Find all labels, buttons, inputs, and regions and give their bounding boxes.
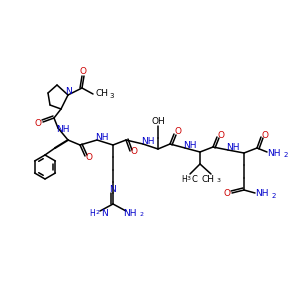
Text: OH: OH xyxy=(151,116,165,125)
Text: O: O xyxy=(218,130,224,140)
Text: 3: 3 xyxy=(217,178,221,184)
Text: 2: 2 xyxy=(272,193,276,199)
Text: NH: NH xyxy=(255,190,269,199)
Text: N: N xyxy=(66,86,72,95)
Text: NH: NH xyxy=(123,208,137,217)
Text: O: O xyxy=(34,118,41,127)
Text: O: O xyxy=(85,154,92,163)
Text: CH: CH xyxy=(202,175,214,184)
Text: NH: NH xyxy=(226,143,240,152)
Text: C: C xyxy=(191,175,197,184)
Text: NH: NH xyxy=(56,124,70,134)
Text: O: O xyxy=(262,130,268,140)
Text: H: H xyxy=(89,208,95,217)
Text: NH: NH xyxy=(267,148,281,158)
Text: O: O xyxy=(80,67,86,76)
Text: H: H xyxy=(181,175,187,184)
Text: N: N xyxy=(109,185,116,194)
Text: NH: NH xyxy=(95,134,109,142)
Text: O: O xyxy=(175,128,182,136)
Text: 3: 3 xyxy=(110,93,114,99)
Text: 2: 2 xyxy=(139,212,143,217)
Text: 2: 2 xyxy=(284,152,288,158)
Text: O: O xyxy=(224,190,230,199)
Text: NH: NH xyxy=(183,142,197,151)
Text: O: O xyxy=(130,148,137,157)
Text: CH: CH xyxy=(95,89,109,98)
Text: NH: NH xyxy=(141,137,155,146)
Text: N: N xyxy=(100,208,107,217)
Text: 2: 2 xyxy=(95,211,99,215)
Text: 3: 3 xyxy=(187,176,191,181)
